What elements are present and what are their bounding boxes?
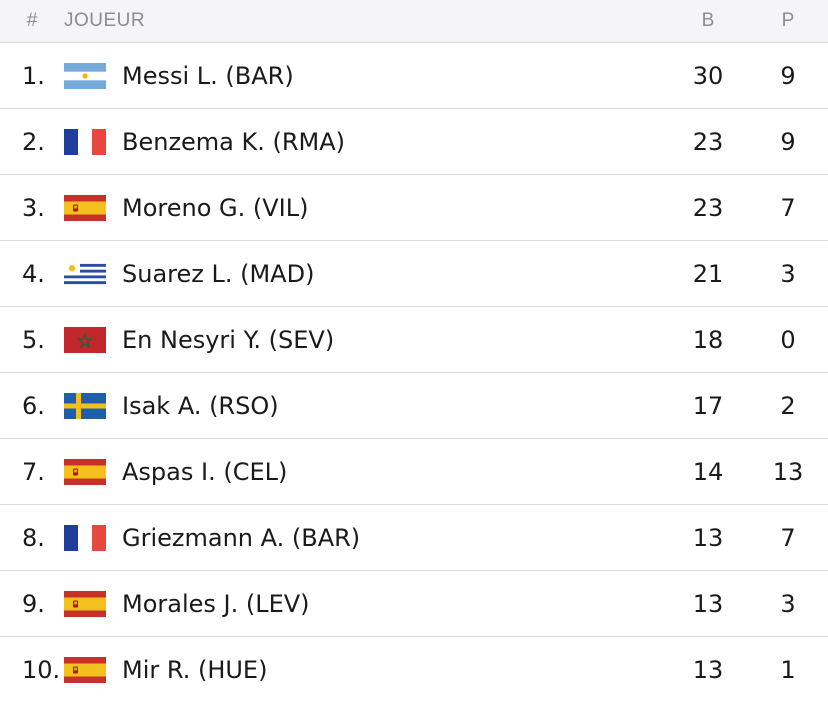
table-row[interactable]: 3. Moreno G. (VIL) 23 7 [0,175,828,241]
spain-flag-icon [64,656,122,683]
table-row[interactable]: 7. Aspas I. (CEL) 14 13 [0,439,828,505]
goals-value: 18 [692,325,724,354]
table-row[interactable]: 2. Benzema K. (RMA) 23 9 [0,109,828,175]
player-name[interactable]: En Nesyri Y. (SEV) [122,325,335,354]
player-name[interactable]: Moreno G. (VIL) [122,193,309,222]
assists-value: 2 [780,391,796,420]
goals-value: 13 [692,655,724,684]
assists-value: 9 [780,61,796,90]
rank: 1. [22,61,45,90]
table-row[interactable]: 4. Suarez L. (MAD) 21 3 [0,241,828,307]
argentina-flag-icon [64,62,122,89]
rank: 2. [22,127,45,156]
spain-flag-icon [64,194,122,221]
header-rank: # [26,10,38,31]
rank: 3. [22,193,45,222]
uruguay-flag-icon [64,260,122,287]
table-row[interactable]: 9. Morales J. (LEV) 13 3 [0,571,828,637]
spain-flag-icon [64,458,122,485]
table-row[interactable]: 6. Isak A. (RSO) 17 2 [0,373,828,439]
assists-value: 1 [780,655,796,684]
goals-value: 23 [692,127,724,156]
assists-value: 13 [772,457,804,486]
player-name[interactable]: Messi L. (BAR) [122,61,294,90]
header-assists[interactable]: P [781,10,795,31]
rank: 6. [22,391,45,420]
goals-value: 13 [692,523,724,552]
player-name[interactable]: Suarez L. (MAD) [122,259,315,288]
assists-value: 7 [780,193,796,222]
rank: 5. [22,325,45,354]
spain-flag-icon [64,590,122,617]
table-row[interactable]: 5. En Nesyri Y. (SEV) 18 0 [0,307,828,373]
table-row[interactable]: 1. Messi L. (BAR) 30 9 [0,43,828,109]
player-name[interactable]: Benzema K. (RMA) [122,127,346,156]
assists-value: 3 [780,589,796,618]
player-name[interactable]: Aspas I. (CEL) [122,457,288,486]
table-body: 1. Messi L. (BAR) 30 9 2. Benzema K. (RMA) 23 9… [0,43,828,702]
player-name[interactable]: Morales J. (LEV) [122,589,310,618]
header-player[interactable]: JOUEUR [64,10,146,31]
player-name[interactable]: Mir R. (HUE) [122,655,268,684]
assists-value: 9 [780,127,796,156]
header-goals[interactable]: B [701,10,715,31]
rank: 8. [22,523,45,552]
morocco-flag-icon [64,326,122,353]
goals-value: 17 [692,391,724,420]
goals-value: 30 [692,61,724,90]
assists-value: 3 [780,259,796,288]
table-header: # JOUEUR B P [0,0,828,43]
goals-value: 23 [692,193,724,222]
goals-value: 14 [692,457,724,486]
rank: 10. [22,655,61,684]
player-name[interactable]: Griezmann A. (BAR) [122,523,361,552]
france-flag-icon [64,128,122,155]
table-row[interactable]: 10. Mir R. (HUE) 13 1 [0,637,828,702]
rank: 4. [22,259,45,288]
player-name[interactable]: Isak A. (RSO) [122,391,279,420]
sweden-flag-icon [64,392,122,419]
rank: 7. [22,457,45,486]
rank: 9. [22,589,45,618]
goals-value: 13 [692,589,724,618]
assists-value: 7 [780,523,796,552]
table-row[interactable]: 8. Griezmann A. (BAR) 13 7 [0,505,828,571]
goals-value: 21 [692,259,724,288]
assists-value: 0 [780,325,796,354]
france-flag-icon [64,524,122,551]
